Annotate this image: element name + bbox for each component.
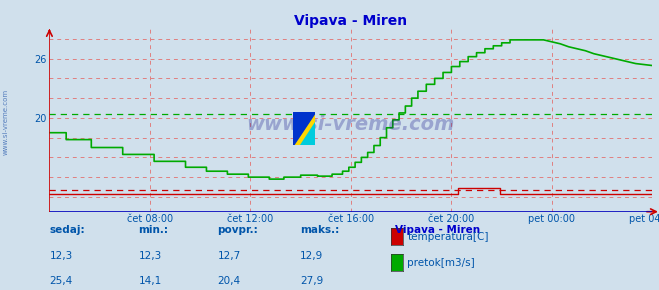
- Text: www.si-vreme.com: www.si-vreme.com: [3, 89, 9, 155]
- Text: www.si-vreme.com: www.si-vreme.com: [246, 115, 455, 133]
- Text: 12,3: 12,3: [49, 251, 72, 261]
- Text: min.:: min.:: [138, 225, 169, 235]
- Text: povpr.:: povpr.:: [217, 225, 258, 235]
- Polygon shape: [293, 112, 315, 145]
- Text: 20,4: 20,4: [217, 276, 241, 286]
- Polygon shape: [293, 112, 315, 145]
- Text: temperatura[C]: temperatura[C]: [407, 232, 489, 242]
- Text: 12,9: 12,9: [300, 251, 323, 261]
- Text: 25,4: 25,4: [49, 276, 72, 286]
- Text: 12,7: 12,7: [217, 251, 241, 261]
- Text: 27,9: 27,9: [300, 276, 323, 286]
- Title: Vipava - Miren: Vipava - Miren: [295, 14, 407, 28]
- Text: pretok[m3/s]: pretok[m3/s]: [407, 258, 475, 268]
- Text: sedaj:: sedaj:: [49, 225, 85, 235]
- Polygon shape: [300, 122, 315, 145]
- Text: 12,3: 12,3: [138, 251, 161, 261]
- Text: 14,1: 14,1: [138, 276, 161, 286]
- Text: maks.:: maks.:: [300, 225, 339, 235]
- Text: Vipava - Miren: Vipava - Miren: [395, 225, 480, 235]
